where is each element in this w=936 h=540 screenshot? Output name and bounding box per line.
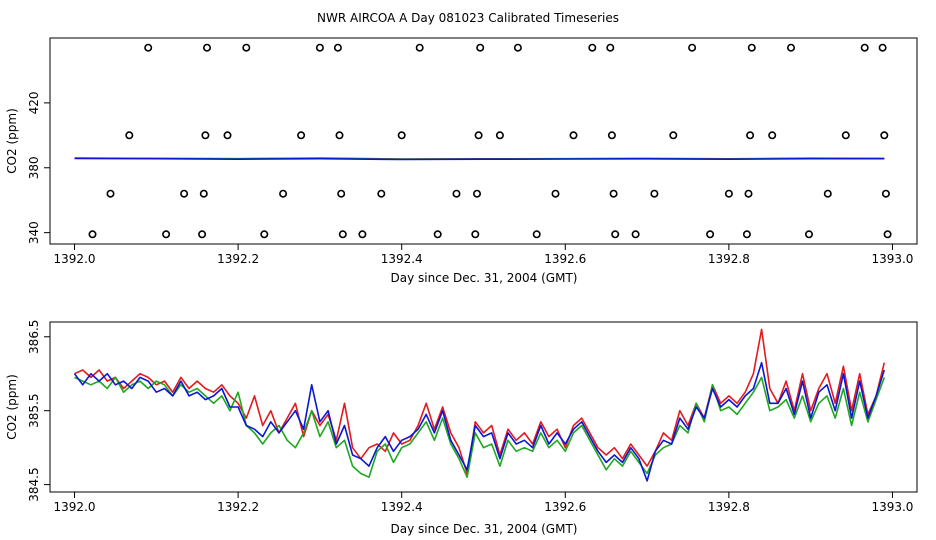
- scatter-point: [180, 189, 189, 198]
- top-y-tick-label: 340: [27, 221, 41, 244]
- bottom-y-tick-label: 384.5: [27, 467, 41, 501]
- top-panel: 1392.0 1392.2 1392.4 1392.6 1392.8 1393.0 340 3…: [5, 37, 918, 285]
- scatter-point: [804, 230, 813, 239]
- scatter-point: [476, 43, 485, 52]
- bottom-x-tick-label: 1392.6: [544, 500, 586, 514]
- scatter-point: [242, 43, 251, 52]
- scatter-point: [333, 43, 342, 52]
- scatter-point: [199, 189, 208, 198]
- scatter-point: [471, 230, 480, 239]
- bottom-x-tick-label: 1393.0: [871, 500, 913, 514]
- top-baseline-lines: [74, 157, 885, 161]
- bottom-series-lines: [73, 328, 886, 482]
- scatter-point: [144, 43, 153, 52]
- scatter-point: [841, 131, 850, 140]
- scatter-point: [532, 230, 541, 239]
- top-x-tick-label: 1392.2: [217, 252, 259, 266]
- scatter-point: [588, 43, 597, 52]
- scatter-point: [881, 189, 890, 198]
- scatter-point: [315, 43, 324, 52]
- scatter-point: [607, 131, 616, 140]
- bottom-x-tick-label: 1392.0: [54, 500, 96, 514]
- top-y-tick-label: 380: [27, 156, 41, 179]
- top-y-axis-label: CO2 (ppm): [5, 108, 19, 174]
- scatter-point: [452, 189, 461, 198]
- top-x-tick-label: 1392.0: [54, 252, 96, 266]
- scatter-point: [688, 43, 697, 52]
- top-plot-frame: [49, 37, 918, 245]
- top-x-axis-label: Day since Dec. 31, 2004 (GMT): [391, 271, 578, 285]
- bottom-y-tick-label: 385.5: [27, 394, 41, 428]
- bottom-series-green: [74, 376, 886, 478]
- scatter-point: [786, 43, 795, 52]
- scatter-point: [768, 131, 777, 140]
- scatter-point: [878, 43, 887, 52]
- scatter-point: [472, 189, 481, 198]
- scatter-point: [860, 43, 869, 52]
- scatter-point: [338, 230, 347, 239]
- top-scatter-points: [88, 43, 892, 239]
- scatter-point: [880, 131, 889, 140]
- scatter-point: [201, 131, 210, 140]
- bottom-axes: 1392.0 1392.2 1392.4 1392.6 1392.8 1393.0 384.…: [27, 320, 913, 514]
- scatter-point: [358, 230, 367, 239]
- scatter-point: [747, 43, 756, 52]
- bottom-series-red: [74, 328, 886, 475]
- scatter-point: [335, 131, 344, 140]
- scatter-point: [742, 230, 751, 239]
- top-x-tick-label: 1393.0: [871, 252, 913, 266]
- scatter-point: [433, 230, 442, 239]
- scatter-point: [823, 189, 832, 198]
- scatter-point: [495, 131, 504, 140]
- scatter-point: [650, 189, 659, 198]
- bottom-x-tick-label: 1392.2: [217, 500, 259, 514]
- bottom-x-tick-label: 1392.8: [708, 500, 750, 514]
- scatter-point: [88, 230, 97, 239]
- scatter-point: [162, 230, 171, 239]
- chart-title: NWR AIRCOA A Day 081023 Calibrated Times…: [317, 11, 619, 25]
- bottom-panel: 1392.0 1392.2 1392.4 1392.6 1392.8 1393.0 384.…: [5, 320, 918, 536]
- bottom-y-tick-label: 386.5: [27, 320, 41, 354]
- top-baseline-blue: [74, 157, 885, 161]
- scatter-point: [260, 230, 269, 239]
- scatter-point: [337, 189, 346, 198]
- scatter-point: [551, 189, 560, 198]
- scatter-point: [474, 131, 483, 140]
- scatter-point: [106, 189, 115, 198]
- top-y-tick-label: 420: [27, 91, 41, 114]
- scatter-point: [611, 230, 620, 239]
- bottom-x-tick-label: 1392.4: [381, 500, 423, 514]
- scatter-point: [706, 230, 715, 239]
- scatter-point: [223, 131, 232, 140]
- scatter-point: [631, 230, 640, 239]
- scatter-point: [203, 43, 212, 52]
- bottom-series-blue: [73, 361, 886, 482]
- scatter-point: [606, 43, 615, 52]
- bottom-y-axis-label: CO2 (ppm): [5, 374, 19, 440]
- scatter-point: [609, 189, 618, 198]
- top-x-tick-label: 1392.6: [544, 252, 586, 266]
- scatter-point: [377, 189, 386, 198]
- top-x-tick-label: 1392.4: [381, 252, 423, 266]
- scatter-point: [397, 131, 406, 140]
- top-x-tick-label: 1392.8: [708, 252, 750, 266]
- scatter-point: [746, 131, 755, 140]
- scatter-point: [125, 131, 134, 140]
- scatter-point: [724, 189, 733, 198]
- scatter-point: [744, 189, 753, 198]
- scatter-point: [279, 189, 288, 198]
- scatter-point: [669, 131, 678, 140]
- top-axes: 1392.0 1392.2 1392.4 1392.6 1392.8 1393.0 340 3…: [27, 91, 913, 266]
- scatter-point: [198, 230, 207, 239]
- scatter-point: [883, 230, 892, 239]
- bottom-x-axis-label: Day since Dec. 31, 2004 (GMT): [391, 522, 578, 536]
- bottom-plot-frame: [49, 321, 918, 493]
- scatter-point: [415, 43, 424, 52]
- scatter-point: [569, 131, 578, 140]
- scatter-point: [513, 43, 522, 52]
- scatter-point: [297, 131, 306, 140]
